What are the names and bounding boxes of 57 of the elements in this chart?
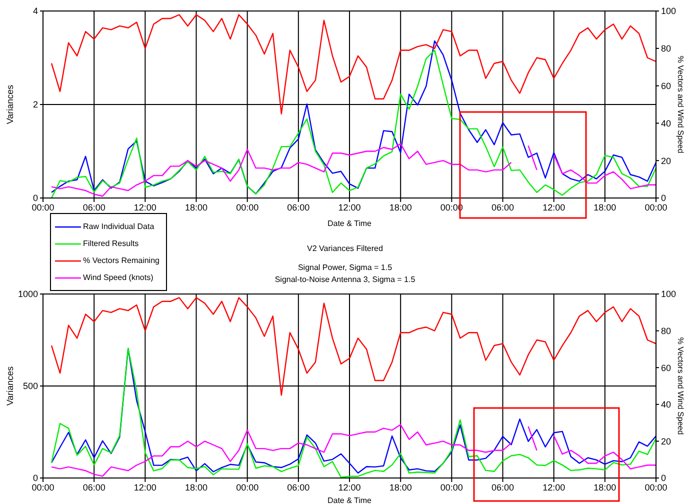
line-series — [50, 14, 656, 114]
x-tick-label: 18:00 — [594, 482, 616, 492]
y2-tick-label: 0 — [661, 473, 666, 484]
x-tick-label: 12:00 — [542, 482, 566, 492]
y-tick-label: 0 — [32, 473, 38, 484]
y-axis-title: Variances — [5, 84, 16, 124]
y2-tick-label: 100 — [661, 6, 676, 16]
y2-tick-label: 60 — [661, 80, 672, 91]
x-axis-title: Date & Time — [327, 219, 372, 228]
y2-tick-label: 80 — [661, 326, 672, 336]
x-axis-title: Date & Time — [327, 496, 372, 504]
x-tick-label: 06:00 — [82, 202, 106, 212]
y2-tick-label: 100 — [661, 289, 676, 300]
y2-tick-label: 0 — [661, 193, 666, 204]
y2-tick-label: 40 — [661, 400, 672, 410]
y2-tick-label: 20 — [661, 436, 672, 446]
y2-tick-label: 20 — [661, 156, 672, 166]
x-tick-label: 06:00 — [287, 482, 310, 492]
x-tick-label: 12:00 — [134, 482, 156, 492]
y-tick-label: 500 — [22, 381, 38, 392]
x-tick-label: 00:00 — [440, 482, 463, 492]
x-tick-label: 18:00 — [184, 202, 208, 212]
x-tick-label: 12:00 — [134, 202, 156, 212]
x-tick-label: 00:00 — [644, 202, 668, 212]
x-tick-label: 00:00 — [32, 482, 54, 492]
y2-tick-label: 60 — [661, 362, 672, 373]
legend-label: Raw Individual Data — [83, 222, 154, 231]
x-tick-label: 06:00 — [82, 482, 106, 492]
x-tick-label: 06:00 — [491, 482, 514, 492]
x-tick-label: 18:00 — [389, 202, 412, 212]
x-tick-label: 18:00 — [594, 202, 616, 212]
y-axis-title: Variances — [5, 366, 16, 406]
x-tick-label: 00:00 — [644, 482, 668, 492]
y-tick-label: 2 — [32, 100, 38, 110]
chart-title: V2 Variances Filtered — [306, 244, 384, 253]
x-tick-label: 18:00 — [184, 482, 208, 492]
y-tick-label: 1000 — [18, 289, 38, 300]
y-tick-label: 4 — [32, 6, 38, 16]
legend-label: % Vectors Remaining — [83, 256, 160, 265]
y2-axis-title: % Vectors and Wind Speed — [676, 56, 686, 154]
x-tick-label: 12:00 — [542, 202, 566, 212]
x-tick-label: 18:00 — [389, 482, 412, 492]
y-tick-label: 0 — [32, 193, 38, 204]
x-tick-label: 00:00 — [236, 482, 259, 492]
line-series — [50, 297, 656, 396]
y2-tick-label: 40 — [661, 118, 672, 128]
legend-label: Filtered Results — [83, 239, 139, 248]
chart-subtitle: Signal Power, Sigma = 1.5 Signal-to-Noise Antenna 3, Sigma = 1.5 — [274, 263, 416, 284]
y2-tick-label: 80 — [661, 44, 672, 54]
x-tick-label: 00:00 — [236, 202, 259, 212]
x-tick-label: 12:00 — [338, 482, 361, 492]
x-tick-label: 06:00 — [287, 202, 310, 212]
x-tick-label: 12:00 — [338, 202, 361, 212]
legend-label: Wind Speed (knots) — [83, 273, 154, 282]
y2-axis-title: % Vectors and Wind Speed — [676, 337, 686, 435]
x-tick-label: 06:00 — [491, 202, 514, 212]
x-tick-label: 00:00 — [32, 202, 54, 212]
